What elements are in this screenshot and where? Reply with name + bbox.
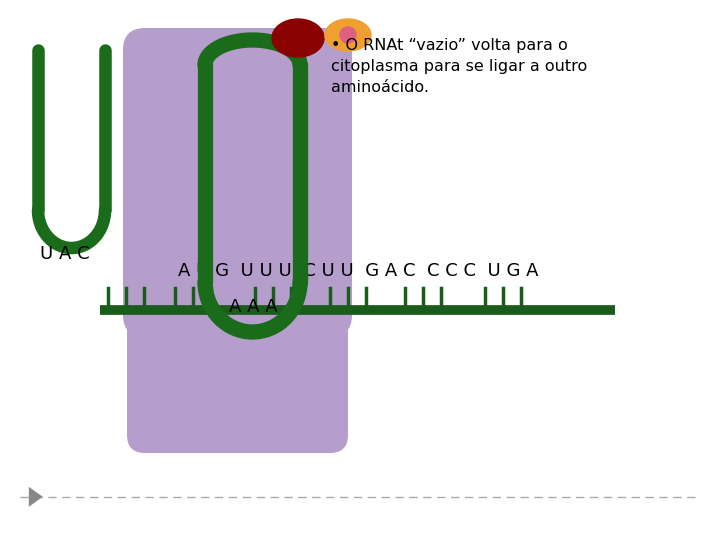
FancyBboxPatch shape [127,282,348,453]
Ellipse shape [272,19,324,57]
Circle shape [340,27,356,43]
Polygon shape [29,487,42,507]
Text: A U G  U U U  C U U  G A C  C C C  U G A: A U G U U U C U U G A C C C C U G A [178,262,539,280]
FancyBboxPatch shape [123,28,352,337]
Text: A A A: A A A [229,298,277,316]
Text: • O RNAt “vazio” volta para o
citoplasma para se ligar a outro
aminoácido.: • O RNAt “vazio” volta para o citoplasma… [331,38,588,95]
Text: U A C: U A C [40,245,90,263]
Ellipse shape [325,19,371,51]
